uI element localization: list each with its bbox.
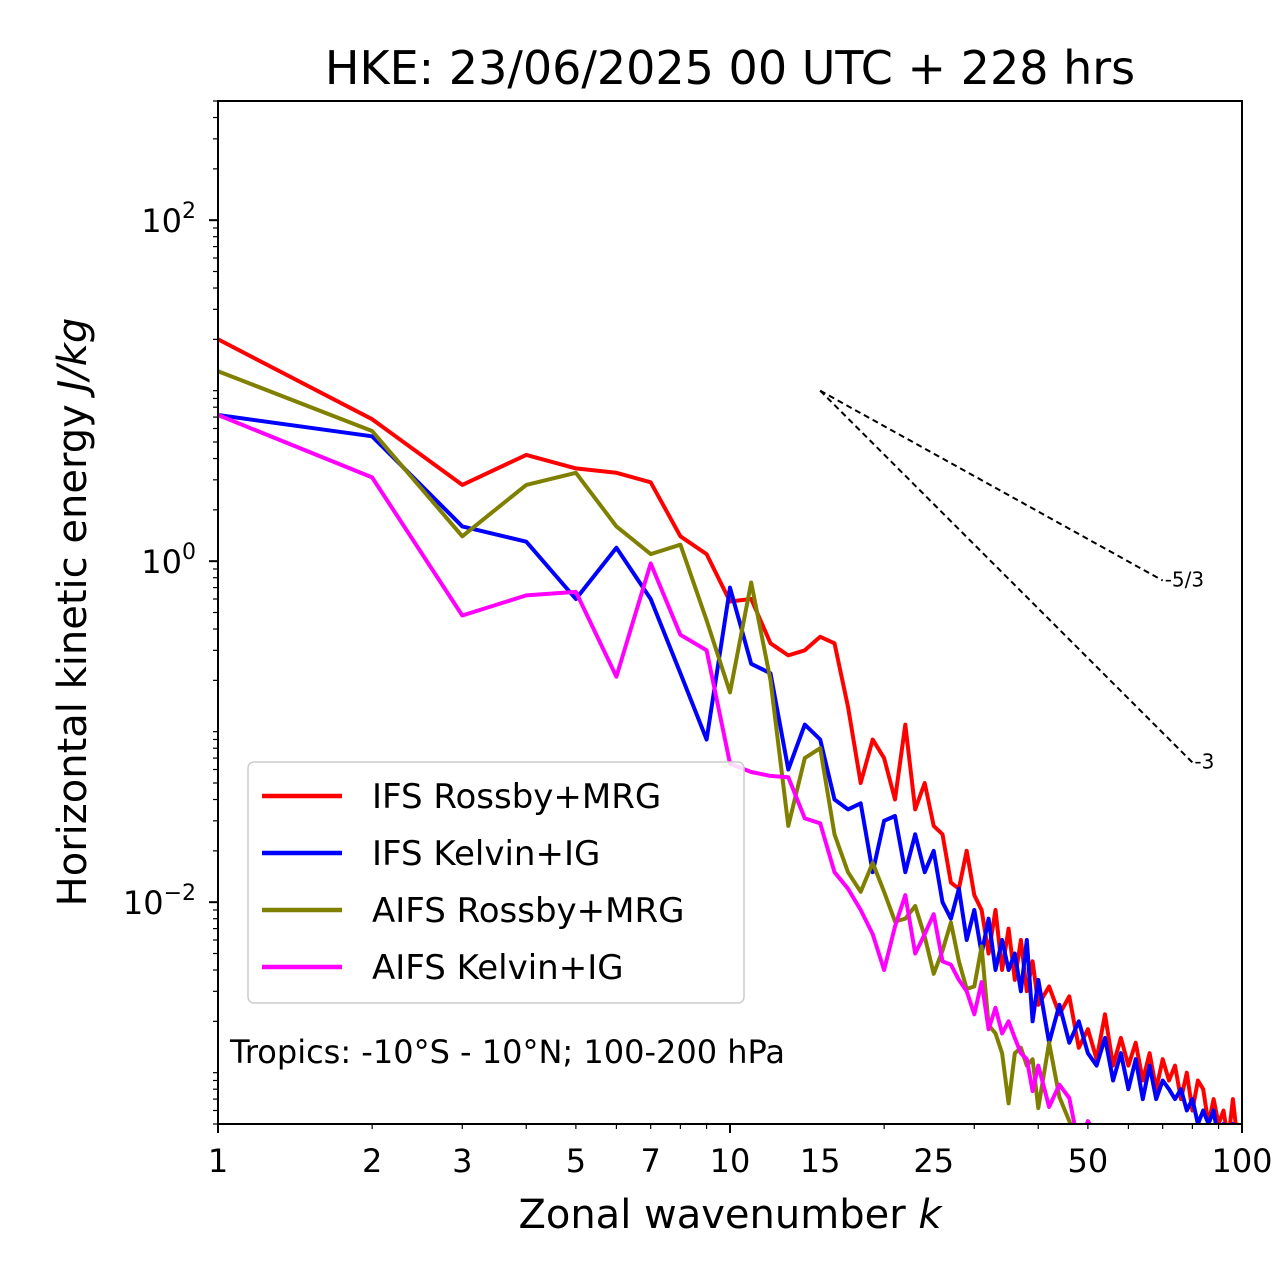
region-annotation: Tropics: -10°S - 10°N; 100-200 hPa (229, 1033, 785, 1071)
y-axis-ticks: 10−2 100 102 (123, 100, 218, 1125)
y-tick-label: 10−2 (123, 881, 196, 922)
x-tick-label: 2 (362, 1142, 382, 1180)
reference-slope-line-1 (819, 389, 1164, 582)
reference-slope-label-2: -3 (1194, 749, 1214, 773)
y-tick-label: 100 (141, 540, 196, 581)
legend-label-4: AIFS Kelvin+IG (372, 948, 624, 988)
y-axis-label-unit: J/kg (50, 318, 96, 399)
series-line-2 (218, 413, 1235, 1124)
legend-box (247, 761, 745, 1004)
x-tick-label: 1 (208, 1142, 228, 1180)
reference-slope-line-2 (819, 389, 1194, 764)
x-axis-label-text: Zonal wavenumber (518, 1192, 918, 1238)
y-axis-label-text: Horizontal kinetic energy (50, 392, 96, 907)
x-tick-label: 25 (913, 1142, 954, 1180)
series-line-1 (218, 337, 1238, 1124)
x-tick-label: 7 (641, 1142, 661, 1180)
reference-slopes: -5/3 -3 (819, 389, 1214, 773)
legend-label-1: IFS Rossby+MRG (372, 777, 661, 817)
legend-label-2: IFS Kelvin+IG (372, 834, 600, 874)
x-tick-label: 10 (710, 1142, 751, 1180)
x-tick-label: 3 (452, 1142, 472, 1180)
x-tick-label: 5 (566, 1142, 586, 1180)
x-tick-label: 100 (1211, 1142, 1272, 1180)
legend-label-3: AIFS Rossby+MRG (372, 891, 684, 931)
y-tick-label: 102 (141, 199, 196, 240)
x-axis-ticks: 1 2 3 5 7 10 15 25 50 100 (208, 1124, 1273, 1180)
legend: IFS Rossby+MRG IFS Kelvin+IG AIFS Rossby+M… (247, 761, 745, 1004)
reference-slope-label-1: -5/3 (1165, 568, 1204, 592)
x-axis-label: Zonal wavenumber k (518, 1192, 943, 1238)
x-axis-label-var: k (918, 1192, 943, 1238)
chart-title: HKE: 23/06/2025 00 UTC + 228 hrs (325, 41, 1135, 95)
x-tick-label: 15 (800, 1142, 841, 1180)
x-tick-label: 50 (1068, 1142, 1109, 1180)
series-layer (218, 337, 1238, 1124)
series-line-4 (218, 413, 1092, 1124)
y-axis-label: Horizontal kinetic energy J/kg (50, 318, 96, 907)
